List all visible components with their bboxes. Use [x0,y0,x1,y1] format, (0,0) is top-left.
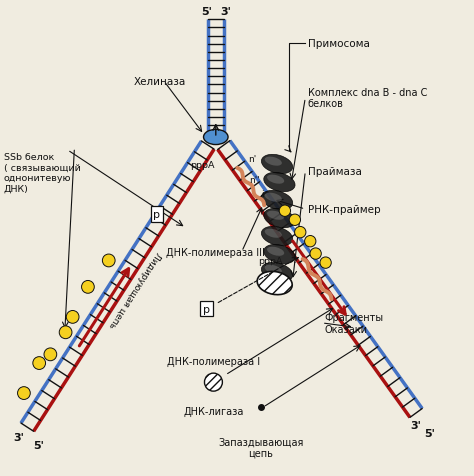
Circle shape [289,215,301,226]
Text: 3': 3' [410,420,421,430]
Ellipse shape [267,175,284,184]
Text: SSb белок
( связывающий
однонитевую
ДНК): SSb белок ( связывающий однонитевую ДНК) [4,153,81,193]
Text: Запаздывающая
цепь: Запаздывающая цепь [218,436,303,458]
Circle shape [305,236,316,248]
Circle shape [18,387,30,400]
Text: n': n' [248,155,257,163]
Ellipse shape [257,272,292,295]
Ellipse shape [264,193,282,202]
Circle shape [320,258,331,269]
Text: i: i [262,189,264,198]
Text: 5': 5' [424,428,435,438]
Ellipse shape [261,191,293,210]
Circle shape [44,348,57,361]
Text: Праймаза: Праймаза [308,167,362,177]
Circle shape [295,227,306,238]
Ellipse shape [264,265,282,274]
Ellipse shape [267,211,284,220]
Text: р: р [203,304,210,314]
Circle shape [66,311,79,324]
Text: 5': 5' [201,7,212,17]
Text: Хелиназа: Хелиназа [133,77,186,87]
Text: рррА: рррА [258,257,282,266]
Ellipse shape [204,373,222,391]
Circle shape [59,326,72,339]
Text: 5': 5' [34,441,45,450]
Text: ДНК-лигаза: ДНК-лигаза [183,406,244,416]
Text: Комплекс dna B - dna C
белков: Комплекс dna B - dna C белков [308,88,427,109]
Ellipse shape [264,229,282,238]
Ellipse shape [264,157,282,166]
Text: 3': 3' [13,432,24,442]
Ellipse shape [264,245,295,264]
Ellipse shape [261,155,293,174]
Text: ДНК-полимераза I: ДНК-полимераза I [167,356,260,366]
Ellipse shape [267,247,284,256]
Text: Фрагменты
Оказаки: Фрагменты Оказаки [324,312,383,334]
Ellipse shape [203,130,228,145]
Circle shape [310,248,321,260]
Ellipse shape [261,263,293,282]
Circle shape [82,281,94,294]
Text: n'': n'' [249,175,260,184]
Text: РНК-праймер: РНК-праймер [308,205,380,215]
Ellipse shape [261,227,293,246]
Text: Лидирующая цепь: Лидирующая цепь [107,249,163,329]
Ellipse shape [264,209,295,228]
Text: рррА: рррА [190,161,214,170]
Text: ДНК-полимераза III: ДНК-полимераза III [166,247,265,257]
Text: р: р [154,209,160,219]
Text: Примосома: Примосома [308,39,370,49]
Ellipse shape [264,173,295,192]
Text: 3': 3' [221,7,232,17]
Circle shape [279,206,291,217]
Circle shape [102,255,115,268]
Circle shape [33,357,46,370]
